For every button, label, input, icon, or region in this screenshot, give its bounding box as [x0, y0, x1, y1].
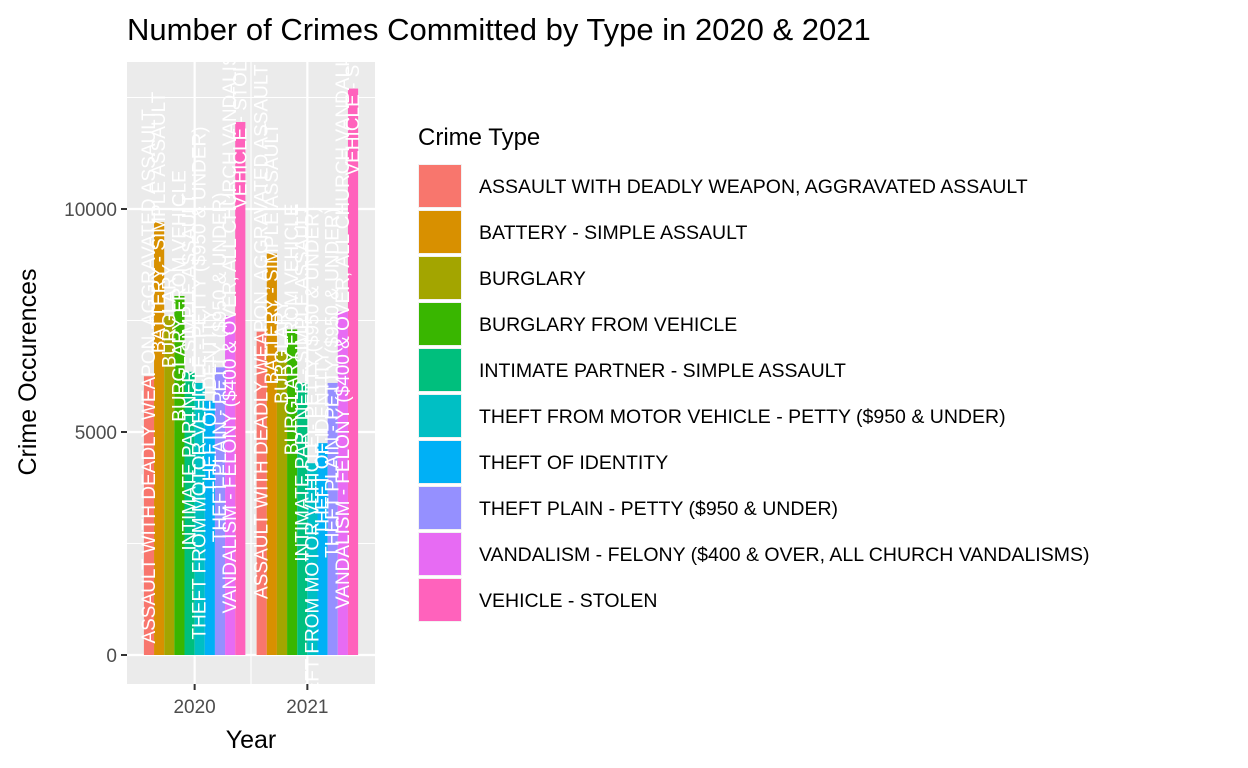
legend-swatch: [419, 165, 461, 207]
bar: [204, 400, 215, 655]
legend-swatch: [419, 533, 461, 575]
bar-label: THEFT FROM MOTOR VEHICLE - PETTY ($950 &…: [190, 126, 211, 639]
x-axis: 2020 2021: [173, 684, 329, 718]
bar: [194, 382, 205, 655]
y-tick-label: 5000: [75, 423, 117, 444]
legend-title: Crime Type: [418, 124, 540, 151]
bar-label: BURGLARY FROM VEHICLE: [169, 170, 190, 422]
bar-label: INTIMATE PARTNER - SIMPLE ASSAULT: [292, 204, 313, 562]
bar-label: VANDALISM - FELONY ($400 & OVER, ALL CHU…: [220, 19, 241, 614]
x-tick-label: 2020: [173, 697, 215, 718]
bar: [266, 253, 277, 655]
bar: [225, 316, 236, 655]
chart-title: Number of Crimes Committed by Type in 20…: [127, 12, 871, 47]
y-tick-label: 10000: [64, 200, 117, 221]
bar: [164, 316, 175, 655]
bar-label: BURGLARY: [272, 299, 293, 404]
bar-label: THEFT FROM MOTOR VEHICLE - PETTY ($950 &…: [302, 207, 323, 720]
legend-label: ASSAULT WITH DEADLY WEAPON, AGGRAVATED A…: [479, 176, 1028, 198]
bars-layer: [143, 88, 359, 655]
bar-labels-layer: ASSAULT WITH DEADLY WEAPON, AGGRAVATED A…: [139, 2, 364, 720]
legend-label: THEFT OF IDENTITY: [479, 452, 668, 474]
bar: [337, 311, 348, 655]
bar-label: ASSAULT WITH DEADLY WEAPON, AGGRAVATED A…: [252, 64, 273, 599]
bar: [235, 122, 246, 655]
legend-swatch: [419, 441, 461, 483]
bar: [276, 351, 288, 655]
legend-swatch: [419, 303, 461, 345]
bar: [317, 443, 328, 655]
bar-label: THEFT OF IDENTITY: [200, 308, 221, 493]
y-axis-title: Crime Occurences: [14, 269, 42, 476]
legend-label: BURGLARY FROM VEHICLE: [479, 314, 737, 336]
legend-label: INTIMATE PARTNER - SIMPLE ASSAULT: [479, 360, 846, 382]
legend-swatch: [419, 211, 461, 253]
bar-label: BATTERY - SIMPLE ASSAULT: [149, 91, 170, 353]
bar: [184, 371, 195, 655]
bar-label: BURGLARY FROM VEHICLE: [282, 204, 303, 456]
bar: [154, 222, 165, 655]
bar-label: VEHICLE - STOLEN: [230, 35, 251, 209]
legend-swatch: [419, 257, 461, 299]
bar-label: THEFT PLAIN - PETTY ($950 & UNDER): [210, 192, 231, 542]
bar: [287, 329, 298, 655]
bar: [256, 331, 267, 655]
bar: [327, 382, 338, 655]
x-tick-label: 2021: [286, 697, 328, 718]
y-tick-label: 0: [106, 646, 117, 667]
legend-swatch: [419, 579, 461, 621]
bar-label: BATTERY - SIMPLE ASSAULT: [262, 122, 283, 384]
bar-label: VANDALISM - FELONY ($400 & OVER, ALL CHU…: [333, 14, 354, 609]
legend-label: THEFT FROM MOTOR VEHICLE - PETTY ($950 &…: [479, 406, 1006, 428]
bar: [297, 382, 308, 655]
bar: [347, 88, 359, 655]
y-axis: 0 5000 10000: [64, 200, 127, 667]
legend-items: ASSAULT WITH DEADLY WEAPON, AGGRAVATED A…: [418, 164, 1089, 622]
bar-label: BURGLARY: [159, 264, 180, 369]
bar-label: ASSAULT WITH DEADLY WEAPON, AGGRAVATED A…: [139, 109, 160, 644]
bar-label: THEFT PLAIN - PETTY ($950 & UNDER): [323, 208, 344, 558]
legend-label: BATTERY - SIMPLE ASSAULT: [479, 222, 747, 244]
legend: Crime Type ASSAULT WITH DEADLY WEAPON, A…: [418, 124, 1089, 622]
bar-label: VEHICLE - STOLEN: [343, 2, 364, 176]
bar-label: THEFT OF IDENTITY: [313, 351, 334, 536]
bar: [214, 367, 226, 655]
x-axis-title: Year: [226, 726, 277, 754]
legend-label: VANDALISM - FELONY ($400 & OVER, ALL CHU…: [479, 544, 1089, 566]
legend-label: BURGLARY: [479, 268, 586, 290]
legend-label: THEFT PLAIN - PETTY ($950 & UNDER): [479, 498, 838, 520]
legend-swatch: [419, 487, 461, 529]
bar: [143, 376, 155, 655]
legend-swatch: [419, 395, 461, 437]
legend-swatch: [419, 349, 461, 391]
bar: [174, 295, 185, 655]
legend-label: VEHICLE - STOLEN: [479, 590, 657, 612]
bar-label: INTIMATE PARTNER - SIMPLE ASSAULT: [180, 193, 201, 551]
bar: [307, 463, 318, 655]
